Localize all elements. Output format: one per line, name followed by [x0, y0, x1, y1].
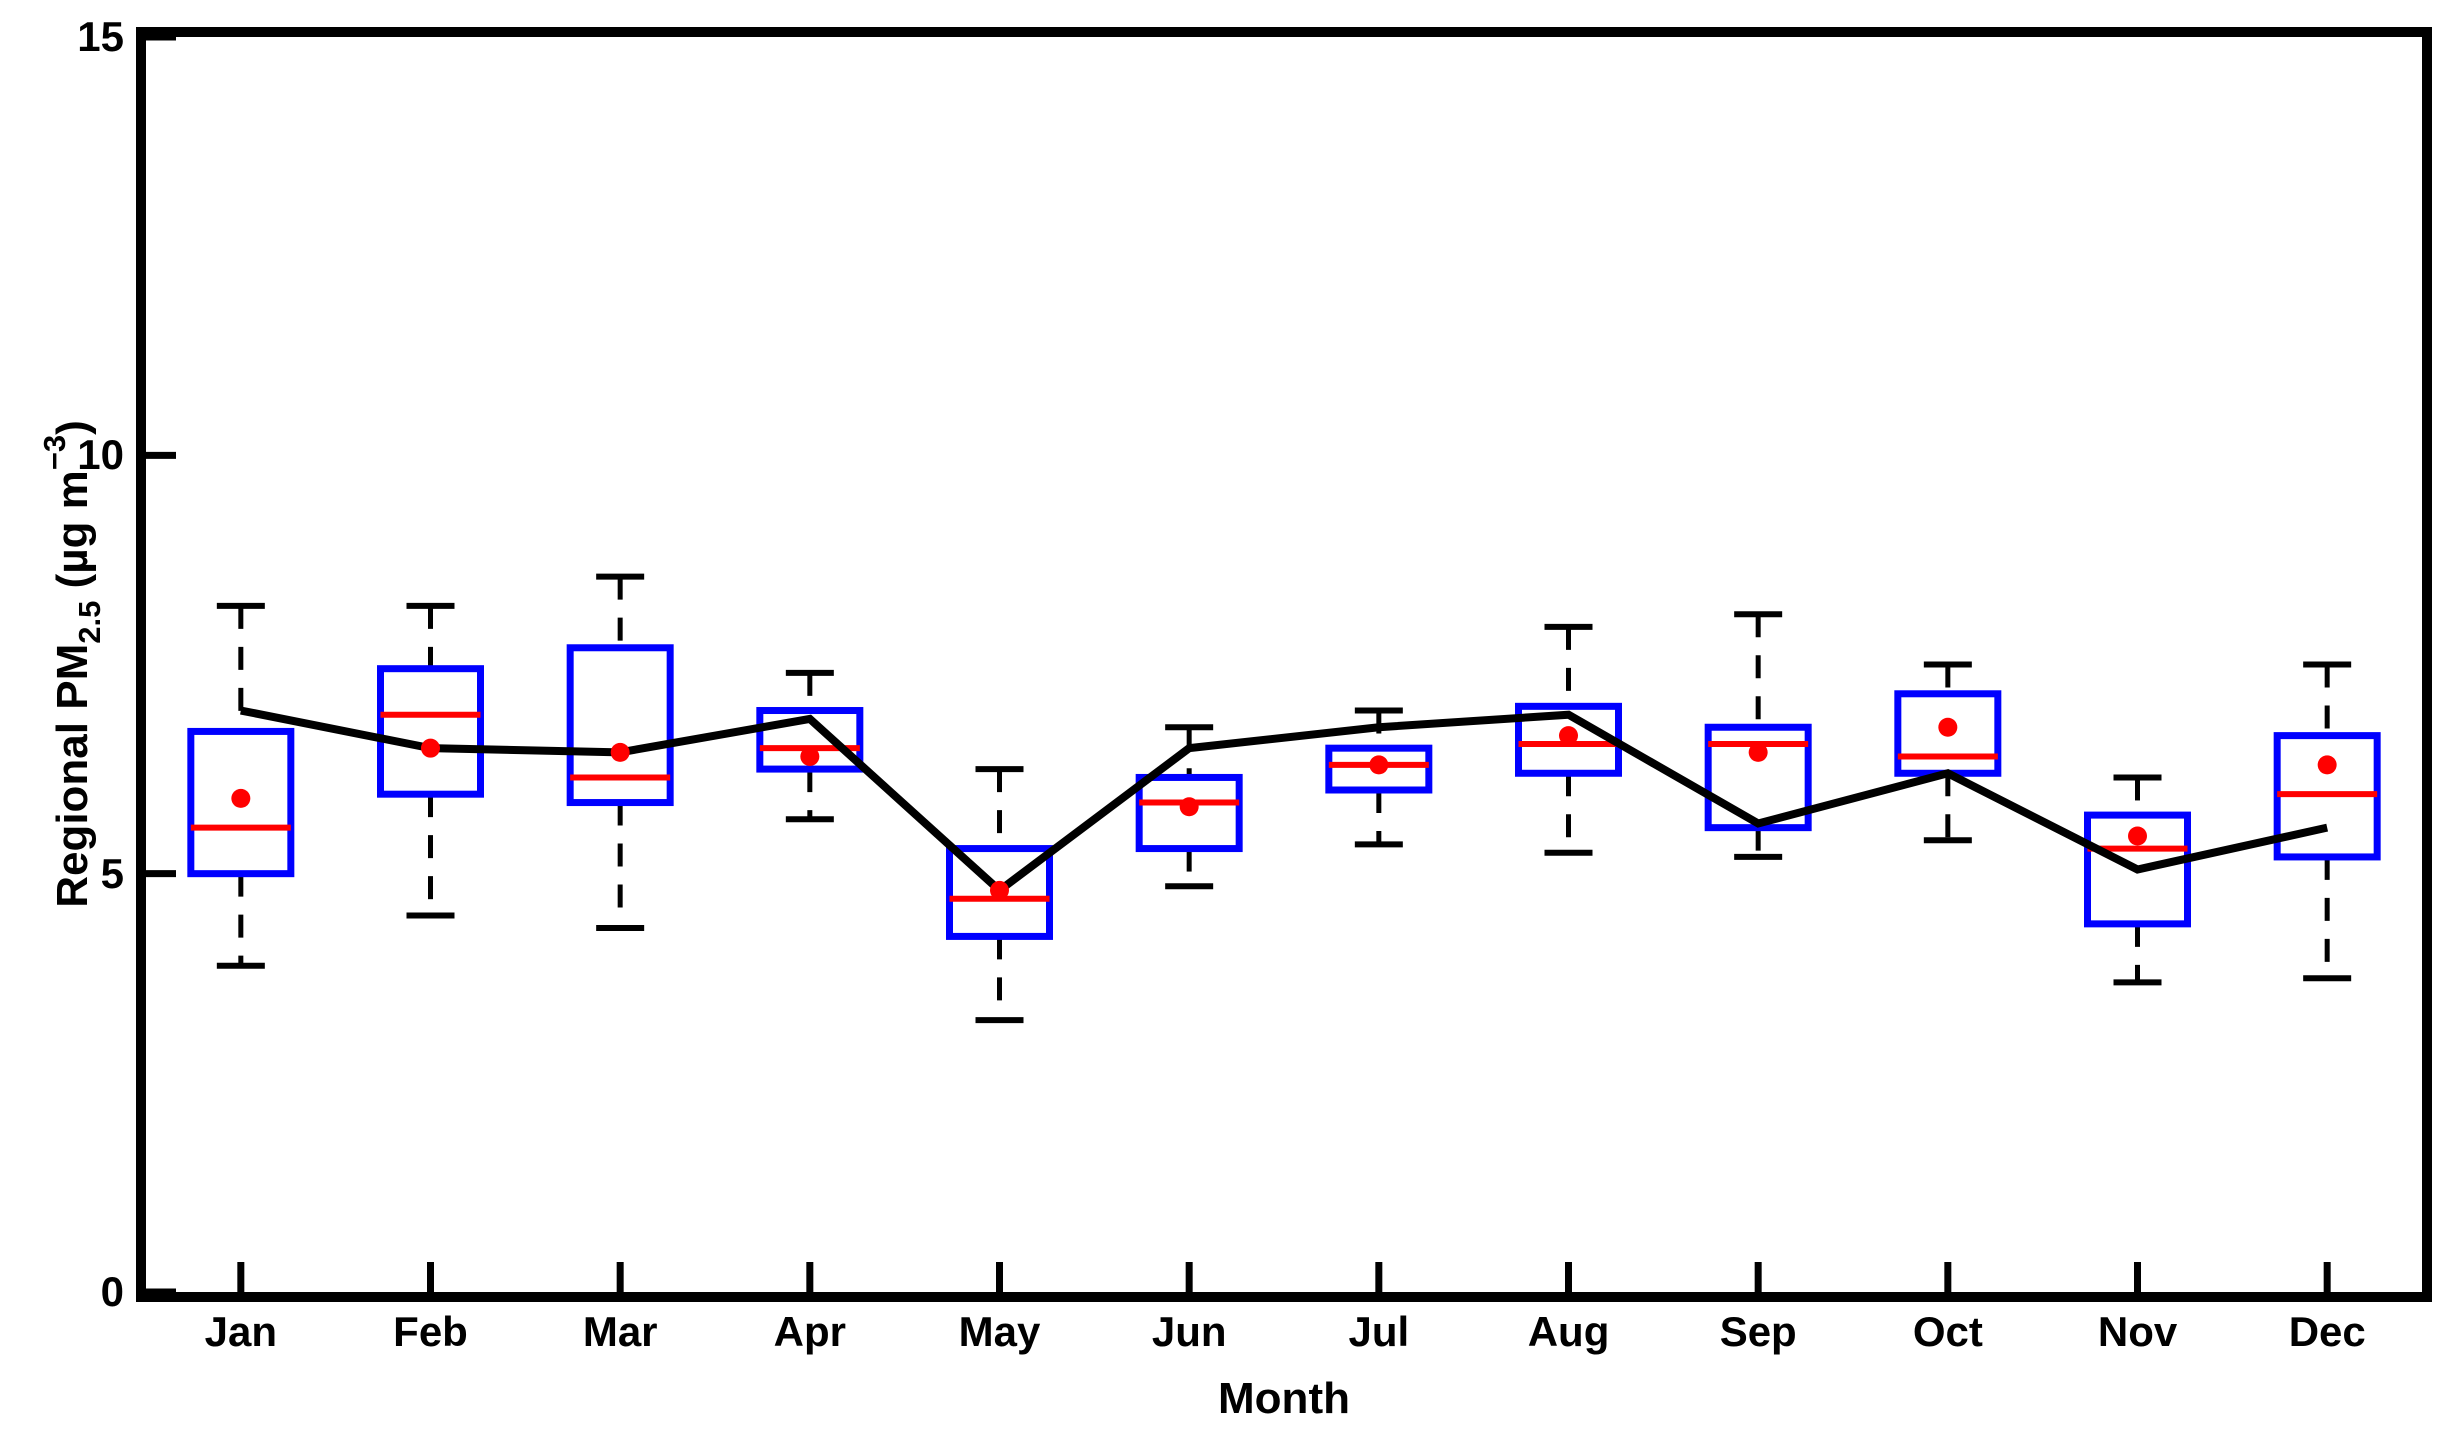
- box-group-oct: [1894, 661, 2002, 844]
- x-tick-label-feb: Feb: [393, 1308, 468, 1355]
- iqr-box: [1325, 744, 1433, 794]
- trend-line: [240, 706, 2329, 896]
- x-tick-label-may: May: [958, 1308, 1041, 1355]
- mean-marker-aug: [1559, 726, 1578, 746]
- x-tick-label-dec: Dec: [2288, 1308, 2366, 1355]
- x-tick-label-sep: Sep: [1719, 1308, 1797, 1355]
- iqr-box: [2084, 811, 2191, 928]
- x-tick-label-apr: Apr: [773, 1308, 847, 1355]
- iqr-box: [566, 644, 674, 807]
- x-tick-label-aug: Aug: [1527, 1308, 1610, 1355]
- x-tick-label-jan: Jan: [204, 1308, 278, 1355]
- y-tick-label-5: 5: [100, 849, 124, 897]
- box-group-nov: [2084, 774, 2191, 986]
- mean-marker-may: [990, 880, 1009, 900]
- x-tick-label-jul: Jul: [1348, 1308, 1410, 1355]
- box-group-mar: [566, 573, 674, 932]
- iqr-box: [377, 665, 484, 798]
- x-tick-label-oct: Oct: [1912, 1308, 1983, 1355]
- iqr-box: [946, 845, 1053, 940]
- y-tick-label-15: 15: [77, 13, 124, 60]
- iqr-box: [187, 727, 295, 878]
- iqr-box: [756, 707, 864, 773]
- y-tick-label-10: 10: [77, 431, 124, 479]
- plot-area: [136, 27, 2432, 1302]
- y-tick-label-0: 0: [100, 1268, 124, 1315]
- y-axis-title-mid: (µg m: [48, 470, 97, 601]
- box-group-dec: [2273, 661, 2381, 982]
- mean-marker-jul: [1369, 755, 1389, 775]
- mean-marker-jun: [1179, 797, 1199, 817]
- mean-marker-jan: [231, 788, 251, 808]
- x-tick-label-jun: Jun: [1151, 1308, 1227, 1355]
- box-group-jan: [187, 602, 295, 969]
- x-axis-title: Month: [1218, 1374, 1350, 1423]
- iqr-box: [1135, 773, 1243, 853]
- y-axis-title-subscript: 2.5: [72, 600, 107, 644]
- mean-marker-dec: [2317, 755, 2337, 775]
- x-tick-label-mar: Mar: [582, 1308, 658, 1355]
- y-axis-title-suffix: ): [48, 420, 97, 435]
- y-axis-title-prefix: Regional PM: [48, 643, 97, 908]
- mean-marker-sep: [1748, 742, 1768, 762]
- box-group-feb: [377, 602, 484, 919]
- mean-marker-mar: [610, 742, 630, 762]
- box-group-jun: [1135, 724, 1243, 890]
- mean-marker-feb: [421, 738, 440, 758]
- mean-marker-nov: [2128, 826, 2147, 846]
- mean-marker-oct: [1938, 717, 1958, 737]
- x-axis-tick-labels: Jan Feb Mar Apr May Jun Jul Aug Sep Oct …: [146, 1308, 2422, 1356]
- box-group-jul: [1325, 707, 1433, 848]
- mean-marker-apr: [800, 747, 820, 767]
- y-axis-tick-labels: 15 10 5 0: [0, 16, 128, 1313]
- y-axis-title-superscript: −3: [37, 434, 72, 471]
- iqr-box: [1704, 723, 1812, 832]
- x-tick-label-nov: Nov: [2097, 1308, 2178, 1355]
- y-axis-title: Regional PM2.5 (µg m−3): [37, 420, 107, 908]
